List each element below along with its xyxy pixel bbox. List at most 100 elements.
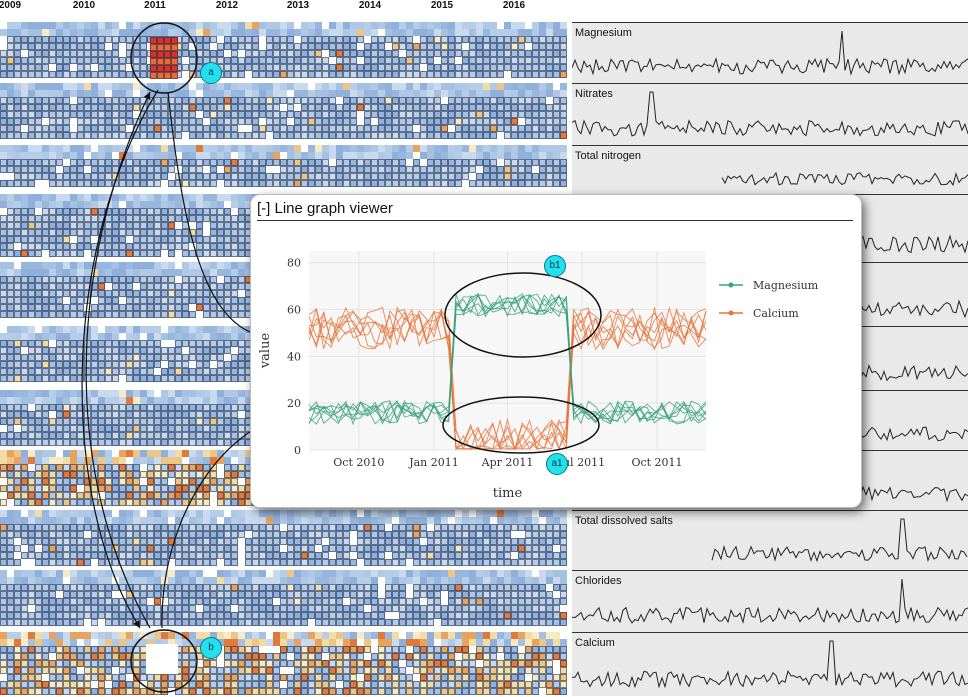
heatmap-cell[interactable]	[217, 425, 224, 432]
heatmap-cell[interactable]	[245, 97, 252, 104]
heatmap-cell[interactable]	[462, 90, 469, 97]
heatmap-cell[interactable]	[63, 404, 70, 411]
heatmap-cell[interactable]	[336, 166, 343, 173]
heatmap-cell[interactable]	[189, 173, 196, 180]
heatmap-cell[interactable]	[280, 180, 287, 187]
heatmap-cell[interactable]	[56, 104, 63, 111]
heatmap-cell[interactable]	[231, 132, 238, 139]
heatmap-cell[interactable]	[133, 97, 140, 104]
heatmap-cell[interactable]	[175, 243, 182, 250]
heatmap-cell[interactable]	[259, 152, 266, 159]
heatmap-cell[interactable]	[483, 159, 490, 166]
heatmap-cell[interactable]	[28, 229, 35, 236]
heatmap-cell[interactable]	[35, 464, 42, 471]
heatmap-cell[interactable]	[84, 173, 91, 180]
heatmap-cell[interactable]	[210, 397, 217, 404]
heatmap-cell[interactable]	[84, 132, 91, 139]
heatmap-cell[interactable]	[441, 159, 448, 166]
heatmap-cell[interactable]	[420, 22, 427, 29]
heatmap-cell[interactable]	[182, 173, 189, 180]
heatmap-cell[interactable]	[210, 439, 217, 446]
heatmap-cell[interactable]	[406, 173, 413, 180]
heatmap-cell[interactable]	[28, 104, 35, 111]
heatmap-cell[interactable]	[7, 276, 14, 283]
heatmap-cell[interactable]	[133, 71, 140, 78]
heatmap-cell[interactable]	[238, 180, 245, 187]
heatmap-cell[interactable]	[147, 304, 154, 311]
heatmap-cell[interactable]	[294, 83, 301, 90]
heatmap-cell[interactable]	[532, 50, 539, 57]
heatmap-cell[interactable]	[84, 180, 91, 187]
heatmap-cell[interactable]	[105, 104, 112, 111]
heatmap-cell[interactable]	[161, 29, 168, 36]
heatmap-cell[interactable]	[378, 152, 385, 159]
heatmap-cell[interactable]	[553, 90, 560, 97]
heatmap-cell[interactable]	[56, 290, 63, 297]
heatmap-cell[interactable]	[77, 145, 84, 152]
heatmap-cell[interactable]	[308, 145, 315, 152]
heatmap-cell[interactable]	[273, 152, 280, 159]
heatmap-cell[interactable]	[497, 29, 504, 36]
heatmap-cell[interactable]	[455, 64, 462, 71]
heatmap-cell[interactable]	[126, 411, 133, 418]
heatmap-cell[interactable]	[182, 269, 189, 276]
heatmap-cell[interactable]	[287, 50, 294, 57]
heatmap-cell[interactable]	[42, 333, 49, 340]
heatmap-cell[interactable]	[112, 397, 119, 404]
heatmap-cell[interactable]	[70, 390, 77, 397]
heatmap-cell[interactable]	[224, 36, 231, 43]
heatmap-cell[interactable]	[413, 71, 420, 78]
heatmap-cell[interactable]	[49, 269, 56, 276]
heatmap-cell[interactable]	[385, 22, 392, 29]
heatmap-cell[interactable]	[49, 290, 56, 297]
heatmap-cell[interactable]	[35, 297, 42, 304]
heatmap-cell[interactable]	[245, 57, 252, 64]
heatmap-cell[interactable]	[0, 457, 7, 464]
heatmap-cell[interactable]	[476, 29, 483, 36]
heatmap-cell[interactable]	[280, 29, 287, 36]
heatmap-cell[interactable]	[21, 145, 28, 152]
heatmap-cell[interactable]	[35, 478, 42, 485]
heatmap-cell[interactable]	[49, 57, 56, 64]
heatmap-cell[interactable]	[539, 173, 546, 180]
heatmap-cell[interactable]	[119, 269, 126, 276]
heatmap-cell[interactable]	[168, 194, 175, 201]
heatmap-cell[interactable]	[126, 243, 133, 250]
heatmap-cell[interactable]	[154, 499, 161, 506]
heatmap-cell[interactable]	[98, 510, 105, 517]
heatmap-cell[interactable]	[21, 464, 28, 471]
heatmap-cell[interactable]	[175, 340, 182, 347]
heatmap-cell[interactable]	[161, 283, 168, 290]
heatmap-cell[interactable]	[231, 439, 238, 446]
heatmap-cell[interactable]	[504, 90, 511, 97]
heatmap-cell[interactable]	[301, 180, 308, 187]
heatmap-cell[interactable]	[126, 311, 133, 318]
heatmap-cell[interactable]	[105, 229, 112, 236]
heatmap-cell[interactable]	[175, 326, 182, 333]
heatmap-cell[interactable]	[294, 159, 301, 166]
heatmap-cell[interactable]	[133, 104, 140, 111]
heatmap-cell[interactable]	[511, 166, 518, 173]
heatmap-cell[interactable]	[28, 397, 35, 404]
heatmap-cell[interactable]	[133, 194, 140, 201]
heatmap-cell[interactable]	[231, 125, 238, 132]
heatmap-cell[interactable]	[168, 222, 175, 229]
heatmap-cell[interactable]	[56, 64, 63, 71]
heatmap-cell[interactable]	[42, 29, 49, 36]
heatmap-cell[interactable]	[175, 471, 182, 478]
heatmap-cell[interactable]	[196, 152, 203, 159]
heatmap-cell[interactable]	[203, 411, 210, 418]
heatmap-cell[interactable]	[210, 390, 217, 397]
heatmap-cell[interactable]	[70, 425, 77, 432]
heatmap-cell[interactable]	[483, 173, 490, 180]
heatmap-cell[interactable]	[329, 125, 336, 132]
heatmap-cell[interactable]	[28, 290, 35, 297]
heatmap-cell[interactable]	[252, 517, 259, 524]
heatmap-cell[interactable]	[518, 36, 525, 43]
heatmap-cell[interactable]	[217, 368, 224, 375]
heatmap-cell[interactable]	[42, 276, 49, 283]
heatmap-cell[interactable]	[91, 354, 98, 361]
heatmap-cell[interactable]	[140, 471, 147, 478]
heatmap-cell[interactable]	[140, 411, 147, 418]
heatmap-cell[interactable]	[308, 152, 315, 159]
